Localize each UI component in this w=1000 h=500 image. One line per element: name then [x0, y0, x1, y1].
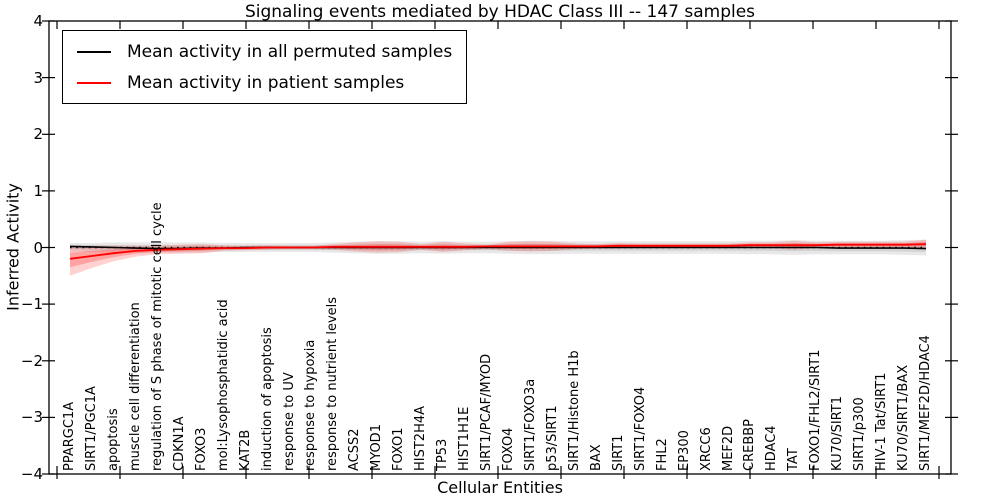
legend-line-permuted-icon	[77, 50, 111, 53]
x-tick-label: PPARGC1A	[62, 401, 77, 471]
line-patient	[69, 243, 927, 260]
x-tick-label: CREBBP	[742, 419, 758, 471]
x-tick-label: SIRT1/PCAF/MYOD	[479, 353, 494, 471]
x-tick-label: FOXO4	[501, 427, 516, 471]
x-tick-label: response to nutrient levels	[325, 296, 341, 471]
x-tick-label: EP300	[676, 430, 692, 471]
y-tick-label: 2	[33, 125, 43, 144]
x-tick-label: FOXO1/FHL2/SIRT1	[808, 349, 824, 471]
chart-title: Signaling events mediated by HDAC Class …	[244, 2, 756, 22]
x-tick-label: SIRT1	[610, 434, 626, 471]
x-tick-label: response to UV	[281, 372, 297, 471]
legend-item-permuted: Mean activity in all permuted samples	[71, 36, 452, 67]
x-tick-label: FOXO3	[193, 427, 209, 471]
x-tick-label: apoptosis	[105, 408, 121, 471]
x-tick-label: regulation of S phase of mitotic cell cy…	[149, 202, 165, 471]
y-tick-label: 3	[33, 68, 43, 87]
x-tick-label: FHL2	[654, 438, 670, 471]
x-tick-label: MYOD1	[369, 424, 385, 471]
x-tick-label: CDKN1A	[171, 416, 187, 471]
y-tick-label: 4	[33, 12, 43, 30]
x-tick-label: BAX	[588, 444, 604, 471]
x-tick-label: response to hypoxia	[303, 339, 319, 471]
y-tick-label: −2	[20, 351, 43, 370]
legend-item-patient: Mean activity in patient samples	[71, 67, 452, 98]
legend-line-patient-icon	[77, 81, 111, 84]
x-tick-label: FOXO1	[391, 427, 407, 471]
x-tick-label: SIRT1/FOXO4	[632, 386, 648, 471]
x-tick-label: KU70/SIRT1/BAX	[896, 364, 912, 471]
x-tick-label: HIV-1 Tat/SIRT1	[874, 372, 890, 471]
x-tick-label: SIRT1/PGC1A	[83, 386, 99, 471]
x-tick-label: XRCC6	[698, 427, 714, 471]
y-tick-label: −4	[20, 465, 43, 483]
x-tick-label: mol:Lysophosphatidic acid	[215, 299, 231, 471]
x-tick-label: HIST2H4A	[413, 405, 429, 471]
x-tick-label: KAT2B	[237, 429, 253, 471]
legend: Mean activity in all permuted samples Me…	[62, 30, 468, 104]
x-tick-label: p53/SIRT1	[544, 405, 560, 471]
x-tick-label: ACSS2	[347, 428, 363, 471]
x-axis-label: Cellular Entities	[437, 478, 563, 497]
x-tick-label: muscle cell differentiation	[127, 302, 143, 471]
x-tick-label: SIRT1/p300	[852, 397, 868, 471]
x-tick-label: MEF2D	[720, 425, 736, 471]
y-tick-label: 0	[33, 238, 43, 257]
x-tick-label: TP53	[435, 438, 451, 471]
x-tick-label: SIRT1/Histone H1b	[566, 350, 582, 471]
x-tick-label: HDAC4	[764, 425, 780, 471]
x-tick-label: SIRT1/FOXO3a	[522, 378, 538, 471]
y-tick-label: −3	[20, 408, 43, 427]
y-tick-label: 1	[33, 181, 43, 200]
x-tick-label: SIRT1/MEF2D/HDAC4	[918, 335, 933, 471]
x-tick-label: TAT	[786, 448, 802, 471]
legend-label-permuted: Mean activity in all permuted samples	[127, 41, 453, 62]
band-patient-outer	[70, 239, 926, 276]
y-tick-label: −1	[20, 295, 43, 314]
x-tick-label: HIST1H1E	[457, 406, 473, 471]
x-tick-label: induction of apoptosis	[259, 327, 275, 471]
x-tick-label: KU70/SIRT1	[830, 396, 846, 471]
legend-label-patient: Mean activity in patient samples	[127, 72, 405, 93]
